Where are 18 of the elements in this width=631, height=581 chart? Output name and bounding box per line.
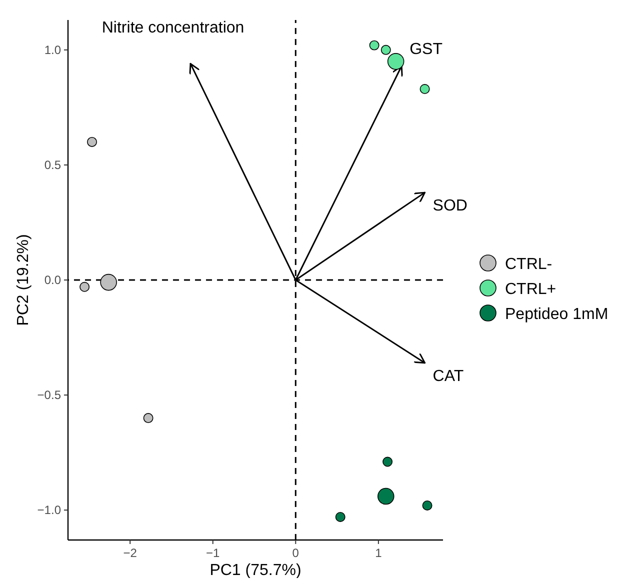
legend-label: CTRL- (505, 256, 552, 273)
text: Nitrite concentration (102, 20, 244, 37)
y-tick-label: 0.0 (44, 273, 62, 287)
y-tick-label: 1.0 (44, 42, 62, 57)
x-tick-label: 0 (292, 546, 300, 560)
x-tick-label: −1 (206, 546, 220, 560)
series-label: CAT (432, 368, 464, 385)
legend-label: CTRL+ (505, 281, 556, 298)
y-tick-label: −1.0 (37, 503, 62, 518)
legend-label: Peptideo 1mM (505, 306, 608, 323)
x-axis-title: PC1 (75.7%) (210, 562, 302, 579)
x-tick-label: 1 (375, 546, 382, 560)
series-label: SOD (432, 198, 468, 215)
x-tick-label: −2 (123, 546, 138, 560)
y-tick-label: −0.5 (37, 388, 62, 402)
y-tick-label: 0.5 (44, 158, 62, 172)
series-label: GST (410, 41, 443, 58)
y-axis-title: PC2 (19.2%) (15, 234, 32, 326)
